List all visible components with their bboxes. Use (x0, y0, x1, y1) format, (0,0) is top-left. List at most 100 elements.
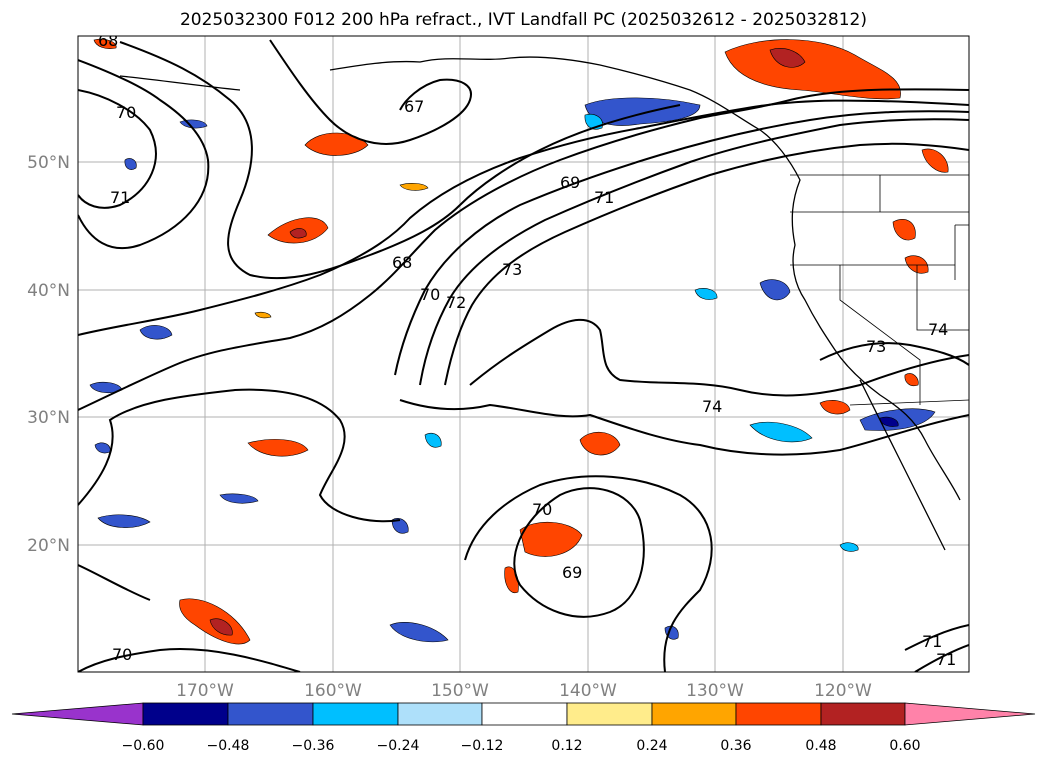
contour-label: 73 (502, 260, 522, 279)
contour-label: 71 (594, 188, 614, 207)
contour-70-west (78, 59, 210, 250)
plot-frame (77, 35, 970, 673)
contour-label: 74 (702, 397, 722, 416)
map-title: 2025032300 F012 200 hPa refract., IVT La… (179, 10, 867, 30)
contour-74-inner (469, 318, 969, 397)
contour-72 (419, 118, 969, 386)
patch-pos (724, 39, 901, 100)
patch-neg (424, 432, 442, 448)
colorbar-bin (312, 702, 399, 726)
border-state (954, 224, 969, 280)
colorbar-tick-label: 0.48 (805, 738, 836, 754)
positive-anomaly-patches (93, 38, 949, 645)
patch-pos (399, 183, 429, 191)
contour-71-se-a (904, 624, 969, 651)
colorbar (11, 702, 1036, 726)
patch-pos (892, 218, 916, 241)
patch-neg (139, 325, 173, 340)
refractivity-contours (78, 39, 969, 672)
colorbar-tick-label: −0.12 (461, 738, 504, 754)
contour-label: 72 (446, 293, 466, 312)
patch-neg (97, 514, 151, 528)
lat-label: 20°N (27, 536, 70, 556)
lat-label: 40°N (27, 281, 70, 301)
latitude-axis: 50°N 40°N 30°N 20°N (27, 153, 70, 556)
patch-pos (904, 255, 929, 274)
colorbar-extend-high (904, 702, 1036, 726)
colorbar-tick-label: −0.24 (377, 738, 420, 754)
patch-pos (304, 132, 369, 156)
patch-neg (839, 542, 859, 552)
contour-label: 69 (562, 563, 582, 582)
contour-74 (399, 399, 969, 456)
lon-label: 160°W (304, 681, 362, 701)
colorbar-tick-label: 0.36 (720, 738, 751, 754)
patch-neg (391, 518, 409, 534)
colorbar-bin (227, 702, 314, 726)
contour-69 (78, 88, 969, 411)
border-state (839, 265, 921, 405)
lon-label: 140°W (559, 681, 617, 701)
contour-label: 71 (922, 632, 942, 651)
contour-labels: 68 70 71 67 69 71 68 73 70 72 74 73 74 7… (98, 31, 956, 669)
colorbar-bin (566, 702, 653, 726)
colorbar-tick-label: 0.60 (889, 738, 920, 754)
lon-label: 150°W (431, 681, 489, 701)
contour-70 (78, 99, 969, 336)
contour-68-a (119, 41, 681, 280)
patch-pos (819, 400, 851, 415)
border-us-mexico (849, 399, 969, 406)
patch-pos (93, 38, 117, 49)
colorbar-bin (142, 702, 229, 726)
patch-pos (519, 521, 583, 557)
lon-label: 170°W (176, 681, 234, 701)
contour-label: 70 (116, 103, 136, 122)
colorbar-bin (820, 702, 906, 726)
colorbar-bin (651, 702, 737, 726)
contour-71 (394, 110, 969, 376)
lon-label: 130°W (686, 681, 744, 701)
patch-pos (247, 439, 309, 457)
patch-pos (769, 48, 806, 68)
contour-label: 68 (98, 31, 118, 50)
contour-71-west (78, 89, 157, 209)
longitude-axis: 170°W 160°W 150°W 140°W 130°W 120°W (176, 681, 872, 701)
colorbar-tick-label: −0.48 (207, 738, 250, 754)
colorbar-bin (481, 702, 568, 726)
colorbar-bin (735, 702, 822, 726)
contour-69-closed (513, 487, 645, 618)
coastline-baja (859, 379, 946, 551)
coastline (119, 56, 961, 551)
contour-70-s (78, 388, 401, 523)
border-state (916, 265, 969, 331)
contour-73 (444, 142, 969, 386)
patch-pos (289, 228, 307, 239)
contour-67 (269, 39, 472, 145)
colorbar-tick-label: 0.12 (551, 738, 582, 754)
patch-pos (209, 618, 233, 636)
contour-label: 74 (928, 320, 948, 339)
colorbar-bin (397, 702, 483, 726)
colorbar-extend-low (11, 702, 144, 726)
lon-label: 120°W (814, 681, 872, 701)
contour-sw-frag (78, 564, 151, 601)
plot-area (78, 36, 969, 672)
patch-neg (389, 622, 449, 643)
patch-pos (254, 311, 272, 319)
contour-label: 69 (560, 173, 580, 192)
patch-neg (759, 279, 791, 301)
coastline-na (329, 56, 961, 501)
contour-73-east (819, 342, 969, 366)
patch-neg (124, 158, 137, 170)
contour-label: 71 (110, 188, 130, 207)
contour-label: 70 (420, 285, 440, 304)
colorbar-tick-label: −0.60 (122, 738, 165, 754)
contour-71-se-b (914, 644, 969, 672)
political-borders (790, 174, 969, 406)
colorbar-tick-label: 0.24 (636, 738, 667, 754)
patch-neg (219, 493, 259, 504)
contour-70-sw (78, 648, 301, 672)
patch-neg (694, 288, 718, 300)
patch-pos (921, 148, 949, 173)
